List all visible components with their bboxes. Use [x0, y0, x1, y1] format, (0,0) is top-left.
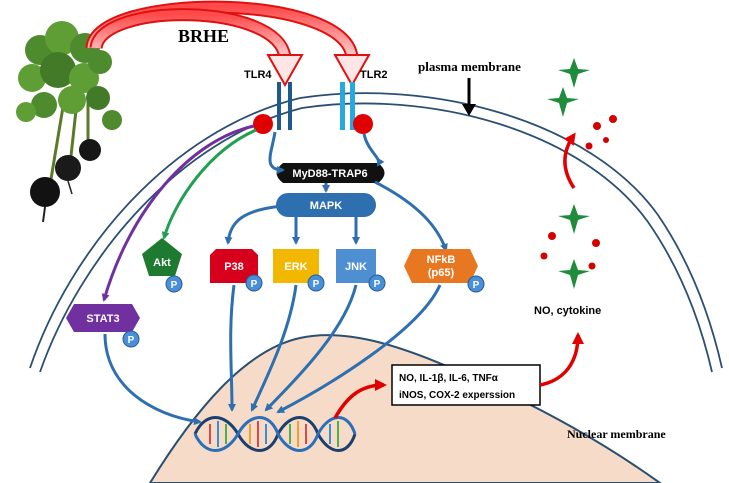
plasma-membrane — [29, 92, 723, 373]
stat3-node: STAT3 — [66, 304, 140, 332]
plasma-membrane-label: plasma membrane — [418, 59, 521, 74]
kinase-dna-arrows — [103, 284, 442, 426]
phospho-badge-p38: P — [245, 274, 263, 292]
svg-text:NO, IL-1β, IL-6, TNFα: NO, IL-1β, IL-6, TNFα — [399, 373, 499, 384]
svg-text:P: P — [171, 280, 178, 291]
phospho-badge-stat3: P — [122, 330, 140, 348]
svg-text:STAT3: STAT3 — [86, 313, 119, 325]
jnk-node: JNK — [336, 249, 376, 283]
svg-text:P: P — [313, 279, 320, 290]
myd88-node: MyD88-TRAP6 — [276, 163, 385, 183]
phospho-badge-akt: P — [165, 275, 183, 293]
svg-text:NFkB: NFkB — [427, 254, 456, 266]
tlr4-receptor — [253, 82, 292, 134]
dna-expression-arrow — [333, 379, 387, 419]
svg-text:Akt: Akt — [153, 257, 171, 269]
tlr4-akt-arrow — [161, 128, 257, 240]
svg-text:ERK: ERK — [284, 261, 307, 273]
title: BRHE — [178, 26, 229, 46]
svg-text:MyD88-TRAP6: MyD88-TRAP6 — [292, 168, 367, 180]
adaptor-arrows — [322, 180, 448, 252]
svg-text:JNK: JNK — [345, 261, 367, 273]
secretion-label: NO, cytokine — [534, 305, 601, 317]
tlr2-label: TLR2 — [360, 69, 388, 81]
svg-text:P38: P38 — [224, 261, 244, 273]
cytokine-dots — [540, 115, 617, 270]
svg-text:P: P — [128, 335, 135, 346]
star-icons — [547, 58, 590, 289]
akt-node: Akt — [142, 238, 182, 276]
p38-node: P38 — [210, 249, 258, 283]
mapk-arrows — [224, 204, 360, 245]
phospho-badge-nfkb: P — [467, 275, 485, 293]
membrane-exit-arrow — [563, 132, 576, 189]
svg-text:MAPK: MAPK — [310, 200, 342, 212]
svg-text:P: P — [374, 279, 381, 290]
nuclear-membrane-label: Nuclear membrane — [567, 427, 666, 441]
receptor-arrows — [268, 131, 385, 174]
svg-text:P: P — [473, 280, 480, 291]
mapk-node: MAPK — [276, 193, 376, 217]
brhe-arrows — [85, 0, 371, 88]
phospho-badge-erk: P — [307, 274, 325, 292]
expression-box: NO, IL-1β, IL-6, TNFα iNOS, COX-2 expers… — [391, 364, 541, 406]
dna-helix-icon — [193, 416, 357, 452]
tlr2-receptor — [340, 82, 373, 134]
svg-text:P: P — [251, 279, 258, 290]
phospho-badge-jnk: P — [368, 274, 386, 292]
down-arrow-icon — [462, 78, 476, 116]
expression-secretion-arrow — [539, 332, 584, 387]
tlr4-label: TLR4 — [244, 69, 272, 81]
tlr4-stat3-arrow — [101, 124, 255, 302]
svg-text:(p65): (p65) — [428, 267, 455, 279]
nfkb-node: NFkB (p65) — [404, 249, 478, 283]
radish-plant-icon — [16, 21, 122, 223]
svg-text:iNOS, COX-2 experssion: iNOS, COX-2 experssion — [399, 390, 515, 401]
nucleus — [148, 334, 662, 483]
